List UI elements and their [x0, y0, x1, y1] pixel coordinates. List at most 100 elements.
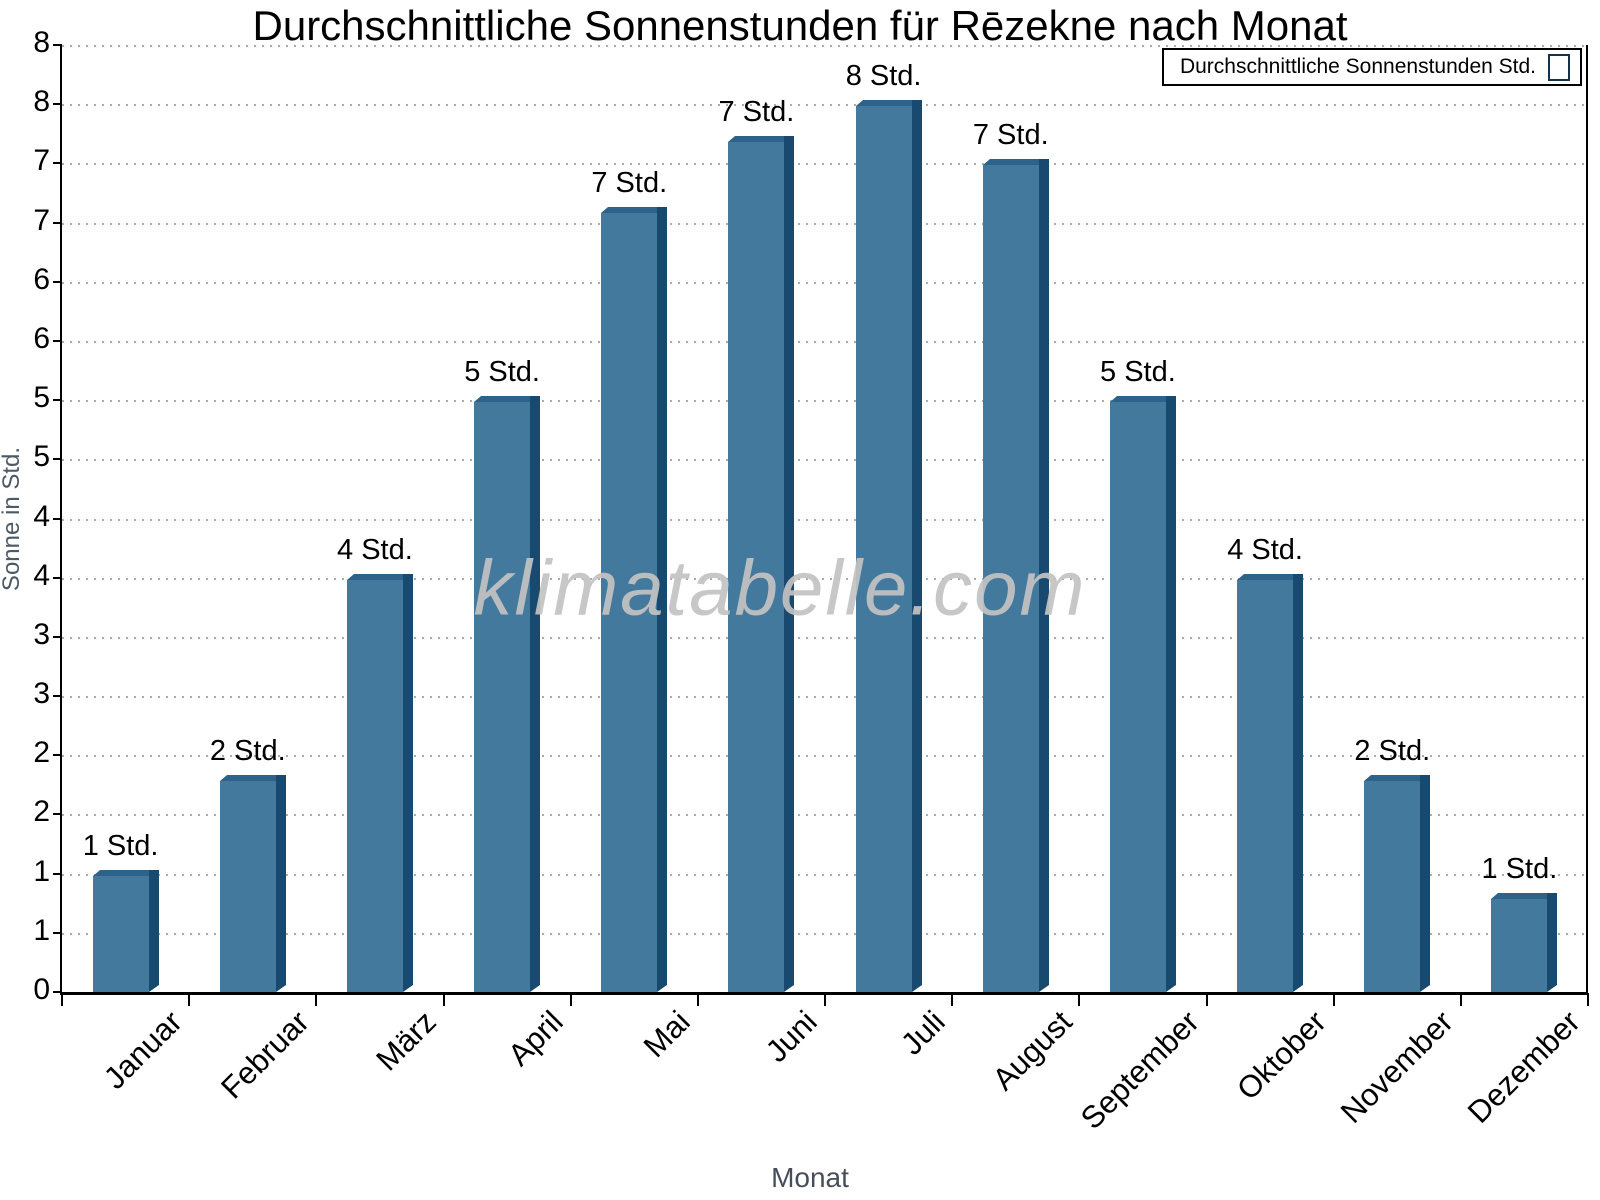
- x-tick: [824, 993, 826, 1006]
- x-tick: [951, 993, 954, 1006]
- y-tick-label: 4: [33, 558, 50, 592]
- bar-value-label: 7 Std.: [972, 119, 1049, 151]
- gridline: [62, 873, 1586, 876]
- bar: [728, 136, 794, 992]
- gridline: [62, 755, 1586, 758]
- y-tick: [53, 517, 62, 520]
- bar-value-label: 1 Std.: [1481, 853, 1558, 885]
- gridline: [62, 636, 1586, 639]
- bar: [93, 870, 159, 992]
- y-tick-label: 7: [33, 144, 50, 178]
- x-tick: [442, 993, 445, 1006]
- bar-top-face: [347, 574, 403, 580]
- bar-side-face: [403, 574, 413, 992]
- bar: [347, 574, 413, 992]
- y-tick-label: 2: [33, 736, 50, 770]
- y-tick-label: 3: [33, 617, 50, 651]
- x-tick: [1459, 993, 1462, 1006]
- x-tick: [1078, 993, 1081, 1006]
- y-tick: [53, 280, 62, 283]
- x-tick: [315, 993, 318, 1006]
- y-tick: [53, 44, 62, 46]
- bar: [220, 775, 286, 992]
- y-tick: [53, 813, 62, 816]
- bar-side-face: [1547, 893, 1557, 992]
- bar-value-label: 5 Std.: [464, 356, 540, 388]
- bar-value-label: 4 Std.: [337, 534, 413, 566]
- plot-area: [62, 45, 1588, 992]
- bar-top-face: [93, 870, 149, 876]
- y-tick: [53, 991, 62, 993]
- bar-value-label: 1 Std.: [82, 830, 159, 862]
- y-tick-label: 5: [33, 381, 50, 415]
- bar-top-face: [474, 396, 530, 402]
- bar-front-face: [1110, 402, 1166, 992]
- bar-side-face: [530, 396, 540, 992]
- x-tick: [1205, 993, 1208, 1006]
- bar-top-face: [728, 136, 784, 142]
- x-axis-title: Monat: [771, 1162, 849, 1193]
- y-tick-label: 6: [33, 262, 50, 296]
- y-tick: [53, 576, 62, 579]
- y-axis-title: Sonne in Std.: [0, 446, 25, 592]
- gridline: [62, 932, 1586, 935]
- bar-side-face: [1420, 775, 1430, 992]
- plot-right-border: [1586, 45, 1588, 995]
- gridline: [62, 518, 1586, 521]
- y-tick: [53, 872, 62, 875]
- x-tick: [569, 993, 572, 1006]
- y-tick: [53, 221, 62, 224]
- legend-box: Durchschnittliche Sonnenstunden Std.: [1161, 48, 1582, 86]
- y-tick-label: 7: [33, 203, 50, 237]
- y-tick-label: 2: [33, 795, 50, 829]
- bar: [1491, 893, 1557, 992]
- y-tick-label: 8: [33, 85, 50, 119]
- x-tick: [696, 993, 699, 1006]
- bar-front-face: [474, 402, 530, 992]
- bar-value-label: 7 Std.: [591, 167, 668, 199]
- bar-front-face: [220, 781, 276, 992]
- y-tick-label: 0: [33, 973, 50, 1006]
- bar-top-face: [1364, 775, 1420, 781]
- bar-value-label: 2 Std.: [209, 735, 286, 767]
- bar-side-face: [1166, 396, 1176, 992]
- bar-side-face: [1293, 574, 1303, 992]
- y-tick-label: 5: [33, 440, 50, 474]
- y-tick-label: 1: [33, 854, 50, 888]
- watermark: klimatabelle.com: [473, 543, 1087, 632]
- gridline: [62, 163, 1586, 166]
- gridline: [62, 104, 1586, 107]
- bar-side-face: [276, 775, 286, 992]
- legend-swatch-icon: [1548, 53, 1570, 81]
- bar-side-face: [149, 870, 159, 992]
- bar-top-face: [220, 775, 276, 781]
- gridline: [62, 281, 1586, 284]
- bar: [601, 207, 667, 992]
- y-tick: [53, 458, 62, 461]
- y-tick: [53, 103, 62, 106]
- bar-value-label: 7 Std.: [718, 96, 795, 128]
- y-tick: [53, 162, 62, 165]
- x-tick: [1587, 993, 1589, 1006]
- bar-front-face: [728, 142, 784, 992]
- bar-top-face: [983, 159, 1039, 165]
- bar-front-face: [983, 165, 1039, 992]
- bar-front-face: [1491, 899, 1547, 992]
- bar-front-face: [601, 213, 657, 992]
- gridline: [62, 814, 1586, 817]
- bar-front-face: [93, 876, 149, 992]
- bar-top-face: [1110, 396, 1166, 402]
- gridline: [62, 45, 1586, 47]
- bar-side-face: [912, 100, 922, 992]
- gridline: [62, 222, 1586, 225]
- y-tick-label: 6: [33, 321, 50, 355]
- x-tick: [1332, 993, 1335, 1006]
- x-tick: [188, 993, 191, 1006]
- bar-front-face: [1237, 580, 1293, 992]
- bar-top-face: [601, 207, 657, 213]
- y-tick: [53, 635, 62, 638]
- legend-label: Durchschnittliche Sonnenstunden Std.: [1179, 55, 1536, 78]
- bar-value-label: 8 Std.: [845, 60, 922, 92]
- y-tick-label: 8: [33, 26, 50, 59]
- bar-side-face: [784, 136, 794, 992]
